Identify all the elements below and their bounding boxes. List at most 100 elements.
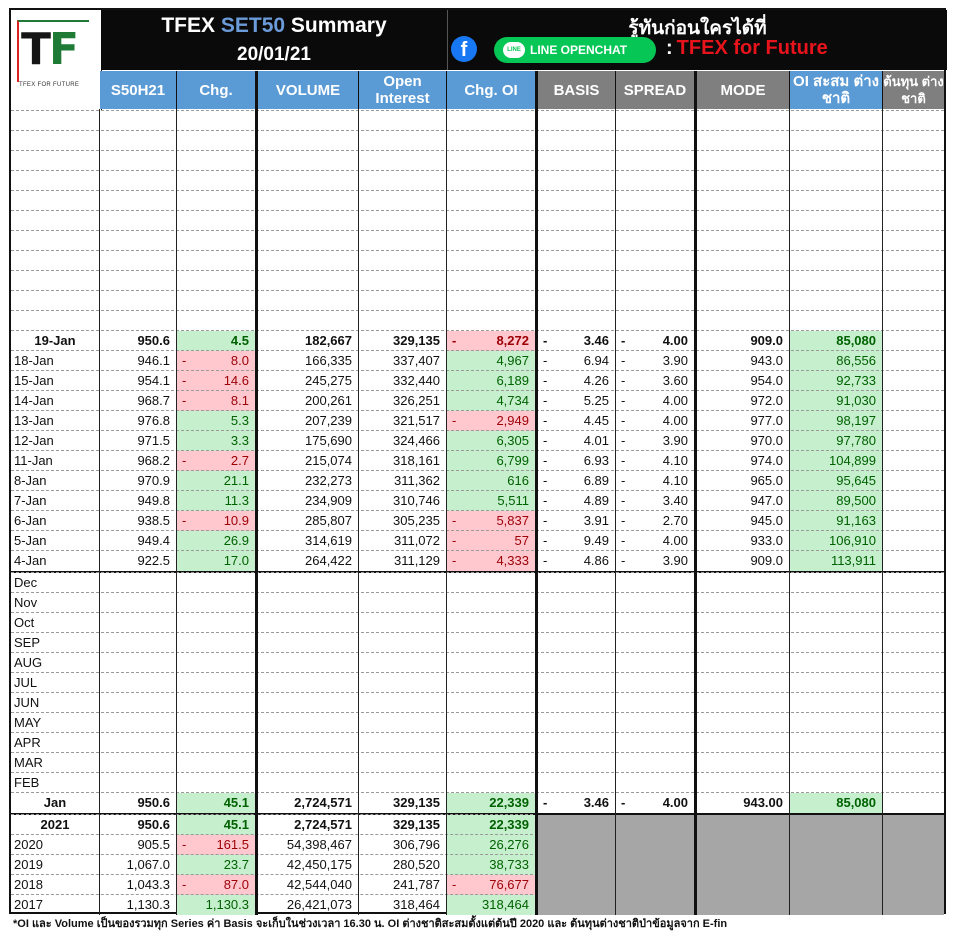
row-divider [11, 250, 944, 251]
month-label-value: Oct [14, 615, 35, 630]
change-cell: - 2.7 [177, 451, 255, 471]
open-interest-cell-value: 241,787 [393, 877, 440, 892]
volume-cell-value: 42,450,175 [286, 857, 352, 872]
open-interest-cell-value: 305,235 [393, 513, 440, 528]
month-label: Nov [11, 593, 99, 613]
row-divider [11, 210, 944, 211]
mode-cell-value: 945.0 [750, 513, 783, 528]
line-openchat-button[interactable]: LINE LINE OPENCHAT [494, 37, 656, 63]
spread-cell-value: 3.90 [662, 353, 688, 368]
close-cell: 950.6 [100, 793, 176, 813]
row-divider [11, 792, 944, 793]
brand-name: : TFEX for Future [666, 37, 828, 59]
spread-cell-value: 3.90 [662, 433, 688, 448]
foreign-oi-cell: 92,733 [790, 371, 882, 391]
minus-sign: - [543, 333, 548, 348]
foreign-oi-cell-value: 98,197 [836, 413, 876, 428]
minus-sign: - [621, 553, 626, 568]
minus-sign: - [543, 533, 548, 548]
date-cell-value: 14-Jan [14, 393, 54, 408]
logo-mark: TF [21, 24, 79, 75]
minus-sign: - [543, 493, 548, 508]
logo-frame [17, 20, 89, 82]
close-cell: 1,130.3 [100, 895, 176, 915]
facebook-icon[interactable]: f [451, 36, 477, 62]
close-cell-value: 950.6 [137, 817, 170, 832]
volume-cell: 207,239 [258, 411, 358, 431]
basis-cell-value: 4.26 [583, 373, 609, 388]
row-divider [11, 834, 538, 835]
change-cell: 5.3 [177, 411, 255, 431]
month-label-value: JUN [14, 695, 40, 710]
date-cell: 15-Jan [11, 371, 99, 391]
open-interest-cell: 318,161 [359, 451, 446, 471]
year-label-value: 2019 [14, 857, 43, 872]
minus-sign: - [621, 493, 626, 508]
volume-cell: 26,421,073 [258, 895, 358, 915]
row-divider [11, 230, 944, 231]
open-interest-cell-value: 310,746 [393, 493, 440, 508]
foreign-oi-cell: 113,911 [790, 551, 882, 571]
minus-sign: - [543, 413, 548, 428]
volume-cell-value: 314,619 [305, 533, 352, 548]
year-label: 2020 [11, 835, 99, 855]
volume-cell: 285,807 [258, 511, 358, 531]
basis-cell: - 6.94 [538, 351, 615, 371]
close-cell: 950.6 [100, 331, 176, 351]
minus-sign: - [543, 795, 548, 810]
spread-cell-value: 2.70 [662, 513, 688, 528]
minus-sign: - [621, 453, 626, 468]
minus-sign: - [621, 413, 626, 428]
minus-sign: - [543, 433, 548, 448]
change-cell: 1,130.3 [177, 895, 255, 915]
minus-sign: - [452, 513, 457, 528]
minus-sign: - [621, 795, 626, 810]
open-interest-cell-value: 321,517 [393, 413, 440, 428]
mode-cell-value: 954.0 [750, 373, 783, 388]
change-oi-cell-value: 6,799 [496, 453, 529, 468]
basis-cell-value: 4.45 [583, 413, 609, 428]
header-foreign-cost: ต้นทุน ต่างชาติ [883, 71, 944, 109]
month-label-value: APR [14, 735, 41, 750]
change-oi-cell-value: 22,339 [489, 795, 529, 810]
column-divider [535, 109, 538, 915]
date-cell: 8-Jan [11, 471, 99, 491]
volume-cell: 2,724,571 [258, 793, 358, 813]
year-label-value: 2017 [14, 897, 43, 912]
change-oi-cell: 4,734 [447, 391, 535, 411]
minus-sign: - [182, 453, 187, 468]
year-label: 2021 [11, 815, 99, 835]
mode-cell-value: 977.0 [750, 413, 783, 428]
month-label: JUN [11, 693, 99, 713]
mode-cell: 974.0 [697, 451, 789, 471]
close-cell-value: 1,067.0 [126, 857, 170, 872]
header-separator [446, 71, 447, 109]
close-cell: 1,043.3 [100, 875, 176, 895]
date-cell-value: 18-Jan [14, 353, 54, 368]
mode-cell-value: 943.00 [743, 795, 783, 810]
open-interest-cell: 280,520 [359, 855, 446, 875]
column-divider [694, 109, 697, 915]
year-label-value: 2020 [14, 837, 43, 852]
open-interest-cell: 241,787 [359, 875, 446, 895]
open-interest-cell: 332,440 [359, 371, 446, 391]
change-oi-cell-value: 6,305 [496, 433, 529, 448]
close-cell-value: 938.5 [137, 513, 170, 528]
row-divider [11, 310, 944, 311]
mode-cell: 933.0 [697, 531, 789, 551]
foreign-oi-cell: 97,780 [790, 431, 882, 451]
column-divider [176, 109, 177, 915]
foreign-oi-cell-value: 85,080 [836, 795, 876, 810]
header-separator [789, 71, 790, 109]
header-separator [176, 71, 177, 109]
change-oi-cell: - 8,272 [447, 331, 535, 351]
volume-cell-value: 2,724,571 [294, 795, 352, 810]
change-cell-value: 11.3 [224, 493, 249, 508]
change-cell: - 14.6 [177, 371, 255, 391]
basis-cell: - 9.49 [538, 531, 615, 551]
date-cell: 13-Jan [11, 411, 99, 431]
month-label: AUG [11, 653, 99, 673]
change-oi-cell: 318,464 [447, 895, 535, 915]
close-cell-value: 968.2 [137, 453, 170, 468]
volume-cell: 42,450,175 [258, 855, 358, 875]
